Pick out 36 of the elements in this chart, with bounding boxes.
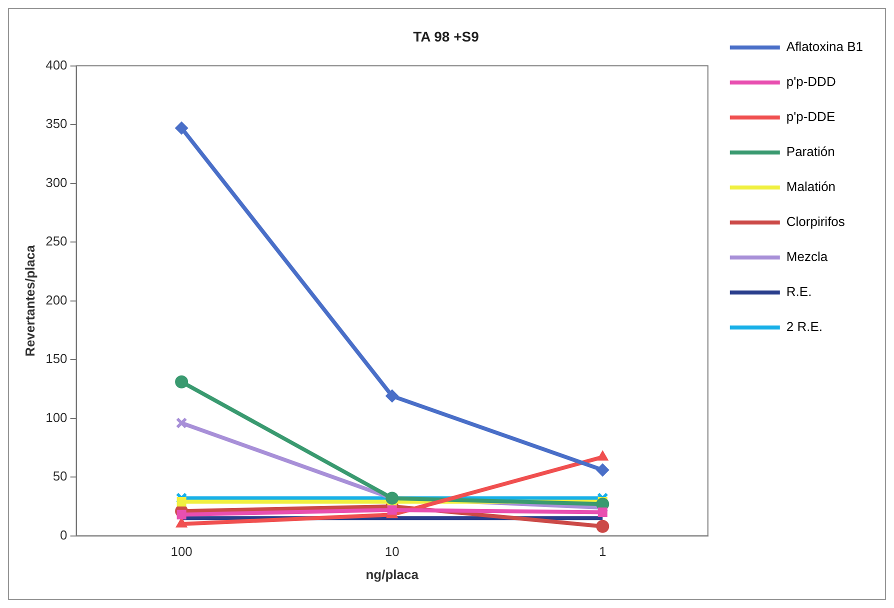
y-axis-title: Revertantes/placa bbox=[22, 244, 38, 356]
legend-label: p'p-DDE bbox=[786, 109, 836, 124]
point bbox=[176, 417, 188, 429]
y-tick-label: 50 bbox=[52, 468, 68, 484]
y-tick-label: 0 bbox=[60, 527, 68, 542]
legend-label: p'p-DDD bbox=[786, 74, 836, 90]
chart-title: TA 98 +S9 bbox=[413, 28, 480, 44]
point bbox=[176, 510, 186, 520]
y-tick-label: 250 bbox=[46, 234, 68, 249]
y-tick-label: 100 bbox=[46, 410, 68, 425]
legend-label: Clorpirifos bbox=[786, 214, 846, 230]
point bbox=[598, 508, 608, 518]
legend-label: R.E. bbox=[786, 284, 812, 300]
point bbox=[175, 122, 188, 135]
point bbox=[596, 464, 610, 476]
y-tick-label: 150 bbox=[46, 351, 68, 366]
y-tick-label: 400 bbox=[46, 57, 68, 72]
point bbox=[596, 450, 608, 461]
legend-label: Malatión bbox=[786, 179, 836, 194]
y-tick-label: 200 bbox=[46, 292, 68, 308]
x-tick-label: 1 bbox=[599, 544, 606, 560]
legend-label: Mezcla bbox=[786, 249, 828, 264]
legend-label: Paratión bbox=[786, 144, 835, 160]
y-tick-label: 300 bbox=[46, 174, 68, 190]
x-tick-label: 100 bbox=[170, 544, 192, 560]
x-tick-label: 10 bbox=[384, 544, 400, 560]
point bbox=[175, 375, 188, 388]
point bbox=[176, 496, 186, 506]
point bbox=[386, 389, 399, 402]
point bbox=[387, 505, 397, 515]
point bbox=[176, 518, 188, 528]
x-axis-title: ng/placa bbox=[366, 566, 420, 582]
y-tick-label: 350 bbox=[46, 116, 68, 132]
point bbox=[596, 520, 610, 533]
legend-label: Aflatoxina B1 bbox=[786, 39, 864, 54]
legend-label: 2 R.E. bbox=[786, 319, 823, 334]
